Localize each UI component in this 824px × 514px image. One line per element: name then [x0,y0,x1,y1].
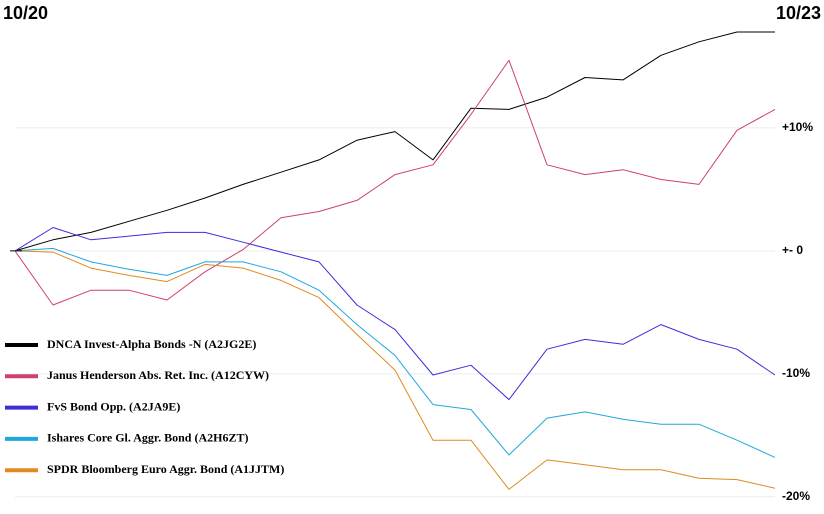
legend-label: FvS Bond Opp. (A2JA9E) [47,399,180,413]
y-tick-label: -20% [782,489,810,503]
legend-label: DNCA Invest-Alpha Bonds -N (A2JG2E) [47,337,256,351]
y-tick-label: -10% [782,366,810,380]
legend-label: Janus Henderson Abs. Ret. Inc. (A12CYW) [47,368,269,382]
y-tick-label: +- 0 [782,243,803,257]
legend-label: Ishares Core Gl. Aggr. Bond (A2H6ZT) [47,431,248,445]
series-line [14,250,776,490]
x-tick-label: 10/20 [3,3,48,23]
series-line [14,227,776,401]
series-line [14,59,776,306]
series-line [14,247,776,458]
legend-label: SPDR Bloomberg Euro Aggr. Bond (A1JJTM) [47,462,284,476]
y-tick-label: +10% [782,120,813,134]
series-line [14,31,775,252]
x-tick-label: 10/23 [776,3,821,23]
